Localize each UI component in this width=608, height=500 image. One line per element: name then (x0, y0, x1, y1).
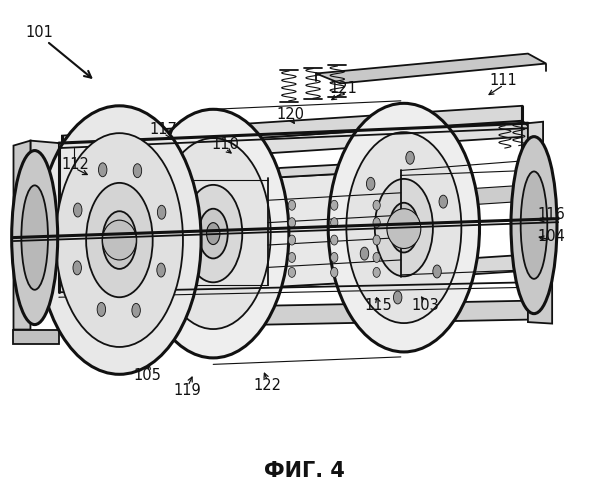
Polygon shape (59, 300, 528, 328)
Ellipse shape (347, 132, 461, 323)
Text: 112: 112 (61, 157, 89, 172)
Ellipse shape (21, 186, 48, 290)
Ellipse shape (73, 261, 81, 275)
Polygon shape (62, 215, 80, 260)
Ellipse shape (59, 147, 162, 321)
Ellipse shape (92, 204, 128, 265)
Ellipse shape (97, 302, 106, 316)
Ellipse shape (373, 252, 380, 262)
Ellipse shape (331, 268, 338, 278)
Ellipse shape (132, 304, 140, 318)
Polygon shape (522, 120, 540, 270)
Polygon shape (59, 148, 177, 160)
Ellipse shape (133, 164, 142, 177)
Ellipse shape (38, 106, 201, 374)
Ellipse shape (331, 218, 338, 228)
Text: 121: 121 (330, 81, 358, 96)
Polygon shape (62, 186, 540, 230)
Text: 104: 104 (537, 228, 565, 244)
Ellipse shape (112, 228, 126, 252)
Polygon shape (62, 150, 80, 300)
Polygon shape (30, 140, 59, 290)
Ellipse shape (367, 178, 375, 190)
Ellipse shape (406, 152, 414, 164)
Polygon shape (316, 54, 546, 84)
Ellipse shape (288, 268, 295, 278)
Ellipse shape (73, 170, 148, 298)
Text: 111: 111 (490, 74, 517, 88)
Ellipse shape (389, 203, 418, 252)
Ellipse shape (397, 216, 410, 238)
Ellipse shape (74, 203, 82, 217)
Ellipse shape (103, 211, 136, 269)
Ellipse shape (360, 247, 368, 260)
Polygon shape (62, 106, 522, 150)
Polygon shape (268, 160, 413, 178)
Polygon shape (528, 268, 552, 324)
Text: 122: 122 (254, 378, 282, 392)
Ellipse shape (137, 110, 289, 358)
Ellipse shape (199, 208, 228, 258)
Text: 103: 103 (411, 298, 439, 313)
Text: 101: 101 (25, 24, 53, 40)
Ellipse shape (157, 206, 166, 219)
Polygon shape (13, 140, 30, 330)
Polygon shape (13, 330, 59, 344)
Ellipse shape (73, 284, 88, 296)
Ellipse shape (86, 183, 153, 297)
Ellipse shape (373, 235, 380, 245)
Text: 119: 119 (174, 382, 202, 398)
Text: 115: 115 (364, 298, 392, 313)
Ellipse shape (56, 133, 183, 347)
Ellipse shape (288, 200, 295, 210)
Polygon shape (62, 120, 540, 166)
Ellipse shape (288, 235, 295, 245)
Text: 105: 105 (134, 368, 162, 383)
Ellipse shape (73, 224, 88, 236)
Ellipse shape (511, 136, 557, 314)
Text: 117: 117 (150, 122, 178, 137)
Ellipse shape (184, 185, 242, 282)
Text: 116: 116 (537, 206, 565, 222)
Text: 120: 120 (277, 107, 305, 122)
Ellipse shape (328, 104, 480, 352)
Text: 110: 110 (212, 137, 240, 152)
Ellipse shape (373, 218, 380, 228)
Ellipse shape (393, 291, 402, 304)
Ellipse shape (331, 252, 338, 262)
Polygon shape (62, 255, 540, 300)
Polygon shape (59, 160, 162, 307)
Ellipse shape (520, 172, 547, 279)
Ellipse shape (73, 204, 88, 216)
Ellipse shape (387, 208, 421, 248)
Ellipse shape (375, 179, 433, 276)
Ellipse shape (157, 263, 165, 277)
Ellipse shape (288, 218, 295, 228)
Ellipse shape (98, 163, 107, 176)
Ellipse shape (12, 150, 58, 324)
Ellipse shape (103, 220, 136, 260)
Ellipse shape (373, 268, 380, 278)
Ellipse shape (331, 200, 338, 210)
Ellipse shape (439, 195, 447, 208)
Ellipse shape (73, 244, 88, 256)
Ellipse shape (433, 265, 441, 278)
Ellipse shape (331, 235, 338, 245)
Ellipse shape (73, 184, 88, 196)
Ellipse shape (373, 200, 380, 210)
Polygon shape (268, 170, 401, 288)
Text: ФИГ. 4: ФИГ. 4 (263, 462, 345, 481)
Ellipse shape (288, 252, 295, 262)
Ellipse shape (73, 264, 88, 276)
Polygon shape (528, 122, 543, 268)
Ellipse shape (207, 222, 220, 244)
Ellipse shape (156, 138, 271, 329)
